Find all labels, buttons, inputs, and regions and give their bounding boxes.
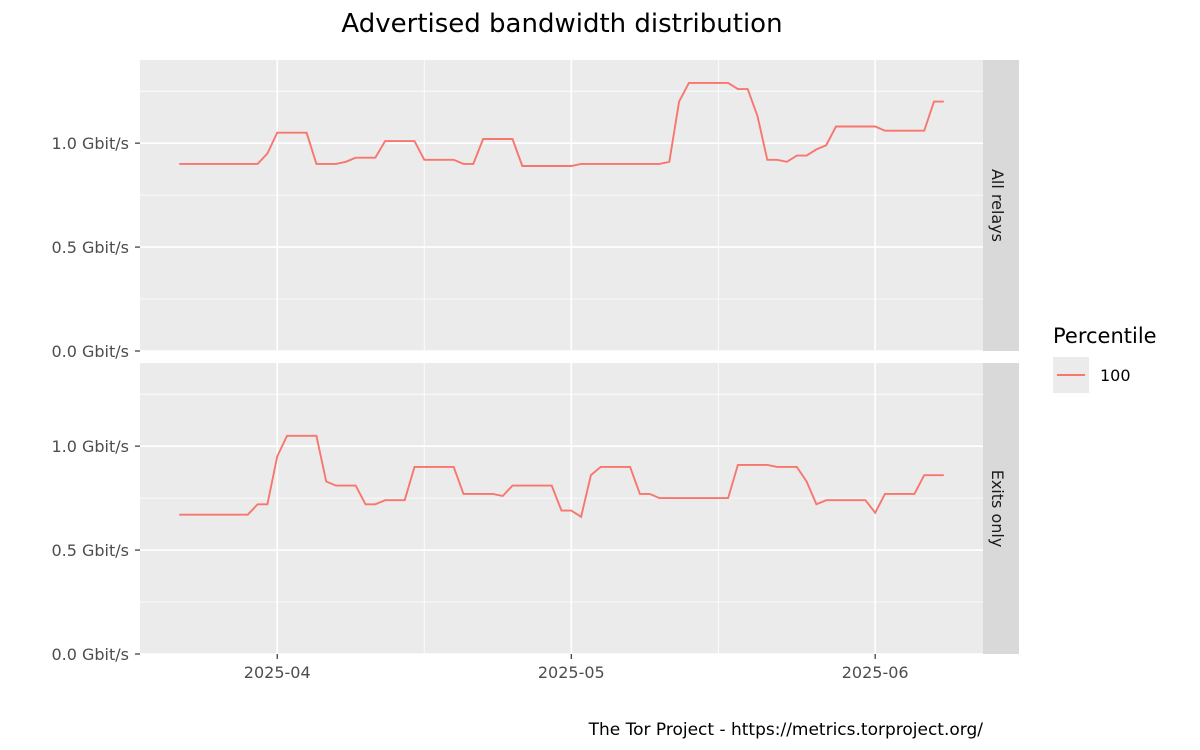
series-line-100 — [179, 434, 944, 519]
strip-background — [983, 60, 1019, 351]
y-tick-label: 1.0 Gbit/s — [51, 134, 129, 153]
caption: The Tor Project - https://metrics.torpro… — [588, 720, 984, 740]
y-tick-label: 0.0 Gbit/s — [51, 645, 129, 664]
y-tick-label: 0.5 Gbit/s — [51, 238, 129, 257]
legend: Percentile 100 — [1053, 324, 1157, 393]
y-tick-label: 0.0 Gbit/s — [51, 342, 129, 361]
panel-background — [140, 60, 983, 351]
facet-panel-exits-only: Exits only 0.0 Gbit/s 0.5 Gbit/s 1.0 Gbit/… — [51, 363, 1019, 664]
facet-panel-all-relays: All relays 0.0 Gbit/s 0.5 Gbit/s 1.0 Gbit/… — [51, 60, 1019, 361]
facet-label: All relays — [988, 169, 1007, 242]
legend-title: Percentile — [1053, 324, 1157, 348]
strip-background — [983, 363, 1019, 654]
facet-label: Exits only — [988, 470, 1007, 548]
series-line-100 — [179, 81, 944, 167]
chart-title: Advertised bandwidth distribution — [341, 9, 782, 39]
panel-grid — [140, 60, 983, 352]
x-axis: 2025-04 2025-05 2025-06 — [244, 654, 909, 682]
y-axis: 0.0 Gbit/s 0.5 Gbit/s 1.0 Gbit/s — [51, 134, 140, 361]
legend-entry-label: 100 — [1100, 366, 1131, 385]
y-tick-label: 0.5 Gbit/s — [51, 541, 129, 560]
x-tick-label: 2025-05 — [538, 663, 605, 682]
y-tick-label: 1.0 Gbit/s — [51, 437, 129, 456]
x-tick-label: 2025-04 — [244, 663, 311, 682]
y-axis: 0.0 Gbit/s 0.5 Gbit/s 1.0 Gbit/s — [51, 437, 140, 664]
panel-grid — [140, 363, 983, 655]
x-tick-label: 2025-06 — [842, 663, 909, 682]
